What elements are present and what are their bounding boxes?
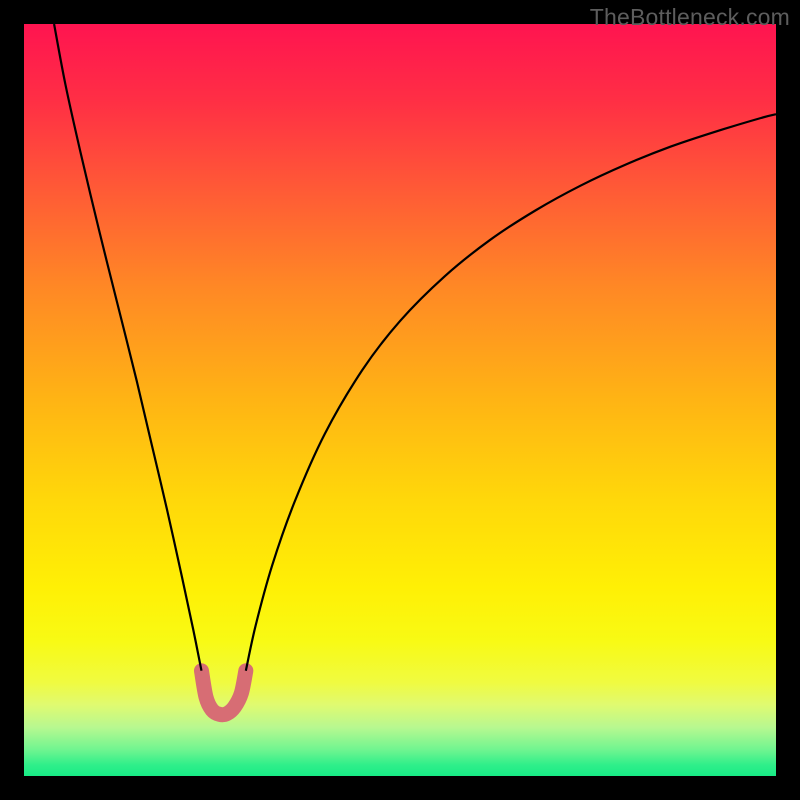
watermark-text: TheBottleneck.com	[590, 4, 790, 31]
plot-svg	[24, 24, 776, 776]
plot-area	[24, 24, 776, 776]
gradient-background	[24, 24, 776, 776]
